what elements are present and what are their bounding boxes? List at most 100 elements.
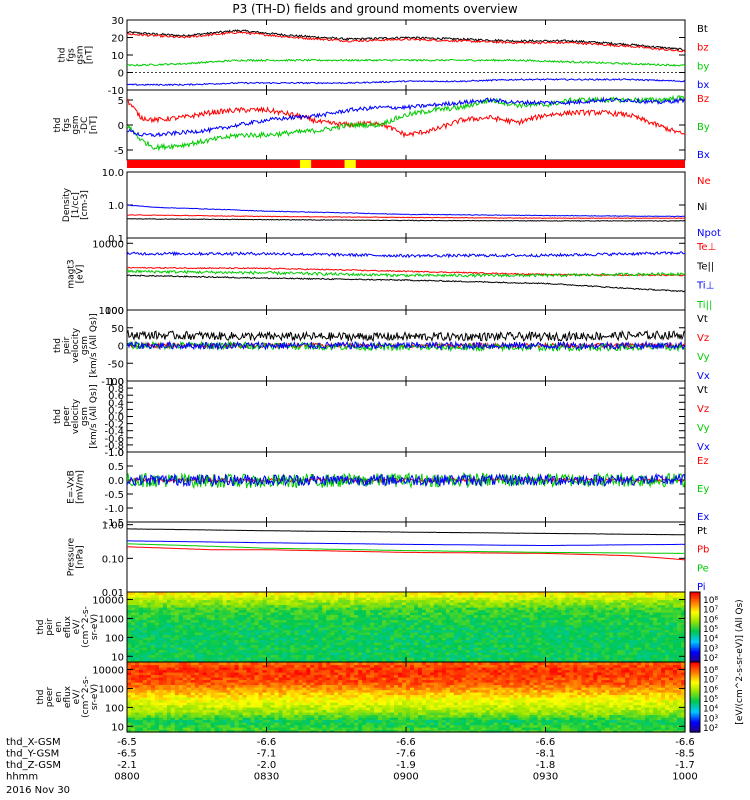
- spectrogram-cell: [469, 617, 475, 621]
- spectrogram-cell: [374, 602, 379, 606]
- spectrogram-cell: [533, 637, 539, 641]
- spectrogram-cell: [326, 644, 331, 648]
- colorbar-cell: [690, 599, 700, 602]
- spectrogram-cell: [190, 622, 196, 626]
- spectrogram-cell: [549, 607, 555, 611]
- spectrogram-cell: [549, 609, 555, 613]
- spectrogram-cell: [433, 602, 439, 606]
- spectrogram-cell: [127, 689, 132, 693]
- spectrogram-cell: [378, 647, 383, 651]
- spectrogram-cell: [465, 622, 471, 626]
- spectrogram-cell: [625, 617, 630, 621]
- spectrogram-cell: [131, 622, 136, 626]
- spectrogram-cell: [158, 682, 164, 686]
- spectrogram-cell: [202, 622, 208, 626]
- spectrogram-cell: [206, 634, 212, 638]
- spectrogram-cell: [318, 627, 323, 631]
- y-tick-label: 10000: [92, 239, 124, 250]
- spectrogram-cell: [589, 594, 594, 598]
- spectrogram-cell: [350, 654, 355, 658]
- spectrogram-cell: [533, 654, 539, 658]
- spectrogram-cell: [374, 614, 379, 618]
- spectrogram-cell: [433, 614, 439, 618]
- spectrogram-cell: [258, 624, 264, 628]
- spectrogram-cell: [569, 629, 574, 633]
- spectrogram-cell: [382, 607, 387, 611]
- spectrogram-cell: [533, 604, 539, 608]
- spectrogram-cell: [625, 659, 630, 663]
- spectrogram-cell: [565, 632, 570, 636]
- spectrogram-cell: [390, 609, 395, 613]
- spectrogram-cell: [326, 614, 331, 618]
- spectrogram-cell: [142, 662, 148, 666]
- spectrogram-cell: [394, 592, 399, 596]
- y-tick-label: 0: [118, 69, 124, 80]
- spectrogram-cell: [577, 654, 582, 658]
- spectrogram-cell: [302, 659, 307, 663]
- spectrogram-cell: [553, 614, 559, 618]
- spectrogram-cell: [282, 644, 287, 648]
- spectrogram-cell: [194, 634, 200, 638]
- spectrogram-cell: [162, 622, 168, 626]
- spectrogram-cell: [274, 644, 280, 648]
- spectrogram-cell: [549, 614, 555, 618]
- spectrogram-cell: [127, 702, 132, 706]
- spectrogram-cell: [629, 634, 634, 638]
- spectrogram-cell: [589, 649, 594, 653]
- spectrogram-cell: [489, 592, 495, 596]
- colorbar-cell: [690, 625, 700, 628]
- spectrogram-cell: [218, 614, 224, 618]
- spectrogram-cell: [158, 597, 164, 601]
- spectrogram-cell: [513, 617, 519, 621]
- spectrogram-cell: [481, 642, 487, 646]
- spectrogram-cell: [469, 637, 475, 641]
- spectrogram-cell: [314, 624, 319, 628]
- spectrogram-cell: [421, 642, 427, 646]
- spectrogram-cell: [402, 614, 407, 618]
- spectrogram-cell: [270, 632, 276, 636]
- spectrogram-cell: [266, 594, 272, 598]
- spectrogram-cell: [449, 649, 455, 653]
- spectrogram-cell: [146, 599, 152, 603]
- spectrogram-cell: [318, 612, 323, 616]
- spectrogram-cell: [418, 644, 423, 648]
- spectrogram-cell: [250, 619, 256, 623]
- spectrogram-cell: [545, 632, 551, 636]
- spectrogram-cell: [673, 639, 678, 643]
- spectrogram-cell: [581, 604, 586, 608]
- spectrogram-cell: [146, 617, 152, 621]
- spectrogram-cell: [398, 597, 403, 601]
- spectrogram-cell: [298, 614, 303, 618]
- spectrogram-cell: [358, 604, 363, 608]
- spectrogram-cell: [127, 684, 132, 688]
- spectrogram-cell: [549, 632, 555, 636]
- y-axis-label: velocity: [71, 398, 81, 434]
- spectrogram-cell: [258, 649, 264, 653]
- spectrogram-cell: [198, 634, 204, 638]
- spectrogram-cell: [681, 612, 686, 616]
- spectrogram-cell: [477, 629, 483, 633]
- spectrogram-cell: [617, 632, 622, 636]
- spectrogram-cell: [545, 642, 551, 646]
- spectrogram-cell: [577, 604, 582, 608]
- spectrogram-cell: [190, 664, 196, 668]
- spectrogram-cell: [270, 624, 276, 628]
- spectrogram-cell: [166, 617, 172, 621]
- spectrogram-cell: [661, 634, 666, 638]
- spectrogram-cell: [322, 654, 327, 658]
- spectrogram-cell: [390, 627, 395, 631]
- spectrogram-cell: [557, 624, 563, 628]
- spectrogram-cell: [493, 632, 499, 636]
- spectrogram-cell: [617, 602, 622, 606]
- spectrogram-cell: [166, 624, 172, 628]
- spectrogram-cell: [150, 619, 156, 623]
- spectrogram-cell: [162, 657, 168, 661]
- spectrogram-cell: [210, 702, 216, 706]
- spectrogram-cell: [533, 627, 539, 631]
- spectrogram-cell: [242, 619, 248, 623]
- spectrogram-cell: [390, 642, 395, 646]
- spectrogram-cell: [266, 639, 272, 643]
- spectrogram-cell: [127, 637, 132, 641]
- spectrogram-cell: [286, 599, 291, 603]
- spectrogram-cell: [517, 657, 523, 661]
